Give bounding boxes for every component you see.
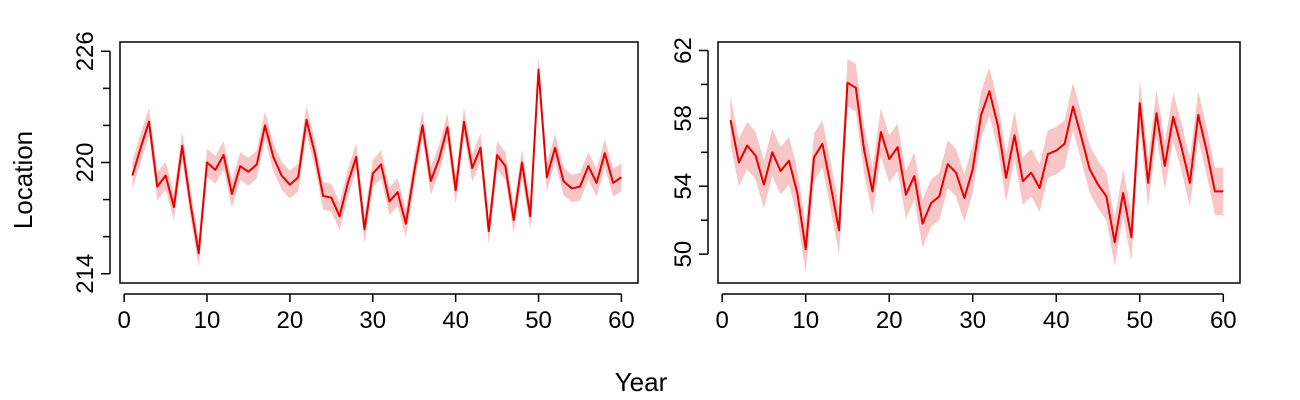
plot-frame — [717, 41, 1241, 284]
x-tick-label: 30 — [359, 307, 386, 334]
series-line — [729, 81, 1224, 251]
x-axis-title: Year — [615, 367, 668, 397]
y-tick-label: 226 — [72, 31, 99, 71]
y-tick-label: 54 — [670, 173, 697, 200]
y-axis-title: Location — [8, 131, 38, 229]
confidence-band — [730, 59, 1224, 273]
x-tick-label: 40 — [442, 307, 469, 334]
y-tick-label: 62 — [670, 37, 697, 64]
y-tick-label: 220 — [72, 142, 99, 182]
y-tick-label: 58 — [670, 105, 697, 132]
y-tick-label: 214 — [72, 254, 99, 294]
x-tick-label: 10 — [792, 307, 819, 334]
series-line — [131, 68, 622, 255]
x-tick-label: 0 — [715, 307, 728, 334]
x-tick-label: 20 — [277, 307, 304, 334]
right-panel: 0 10 20 30 40 50 60 50 54 58 62 — [670, 37, 1241, 334]
x-tick-label: 60 — [1210, 307, 1237, 334]
x-tick-label: 50 — [525, 307, 552, 334]
x-tick-label: 0 — [117, 307, 130, 334]
x-tick-label: 30 — [959, 307, 986, 334]
x-tick-label: 40 — [1043, 307, 1070, 334]
y-tick-label: 50 — [670, 241, 697, 268]
x-tick-label: 50 — [1126, 307, 1153, 334]
x-tick-label: 60 — [608, 307, 635, 334]
x-tick-label: 10 — [194, 307, 221, 334]
confidence-band — [132, 55, 622, 268]
x-tick-label: 20 — [876, 307, 903, 334]
plot-frame — [119, 41, 639, 284]
left-panel: 0 10 20 30 40 50 60 214 220 226 — [72, 31, 639, 334]
